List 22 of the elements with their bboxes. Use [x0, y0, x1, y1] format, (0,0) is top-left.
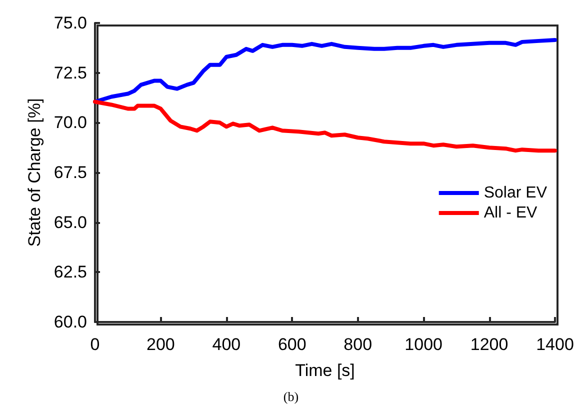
line-series: [93, 38, 557, 104]
y-tick-label: 72.5: [54, 63, 87, 82]
x-tick-label: 400: [212, 335, 241, 354]
y-tick-label: 70.0: [54, 113, 87, 132]
x-axis-title: Time [s]: [295, 361, 355, 380]
x-tick-label: 200: [146, 335, 175, 354]
y-tick-label: 67.5: [54, 163, 87, 182]
legend-label: All - EV: [484, 204, 538, 222]
y-axis-title: State of Charge [%]: [25, 98, 44, 247]
x-tick-label: 1400: [536, 335, 574, 354]
y-tick-label: 60.0: [54, 312, 87, 332]
legend-label: Solar EV: [484, 184, 548, 202]
y-tick-label: 65.0: [54, 212, 87, 232]
line-series: [93, 100, 557, 153]
x-tick-label: 800: [344, 335, 372, 354]
x-tick-label: 600: [278, 335, 306, 354]
y-tick-label: 62.5: [54, 262, 87, 282]
text: (b): [283, 389, 299, 404]
x-tick-label: 0: [90, 335, 100, 354]
x-tick-label: 1000: [404, 335, 442, 354]
x-tick-label: 1200: [470, 335, 508, 354]
y-tick-label: 75.0: [54, 14, 87, 32]
